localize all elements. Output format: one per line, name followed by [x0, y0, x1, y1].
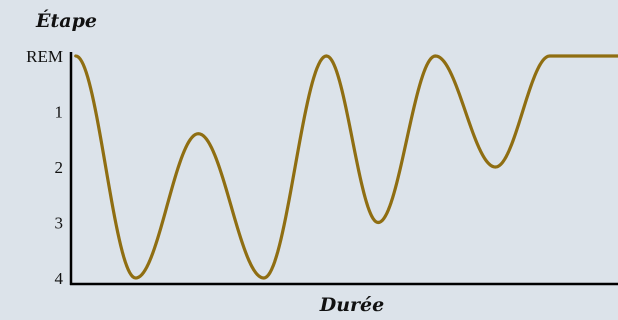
- y-axis-title: Étape: [35, 9, 97, 32]
- series-group: [74, 54, 618, 280]
- y-tick-label: 2: [55, 158, 64, 177]
- x-axis-title: Durée: [319, 294, 384, 316]
- sleep-stage-series-line: [74, 54, 618, 280]
- y-tick-label: 4: [55, 269, 64, 288]
- y-tick-label: 3: [55, 214, 64, 233]
- y-tick-label: REM: [26, 47, 63, 66]
- y-tick-label: 1: [55, 103, 64, 122]
- y-tick-labels: REM 1 2 3 4: [26, 47, 63, 288]
